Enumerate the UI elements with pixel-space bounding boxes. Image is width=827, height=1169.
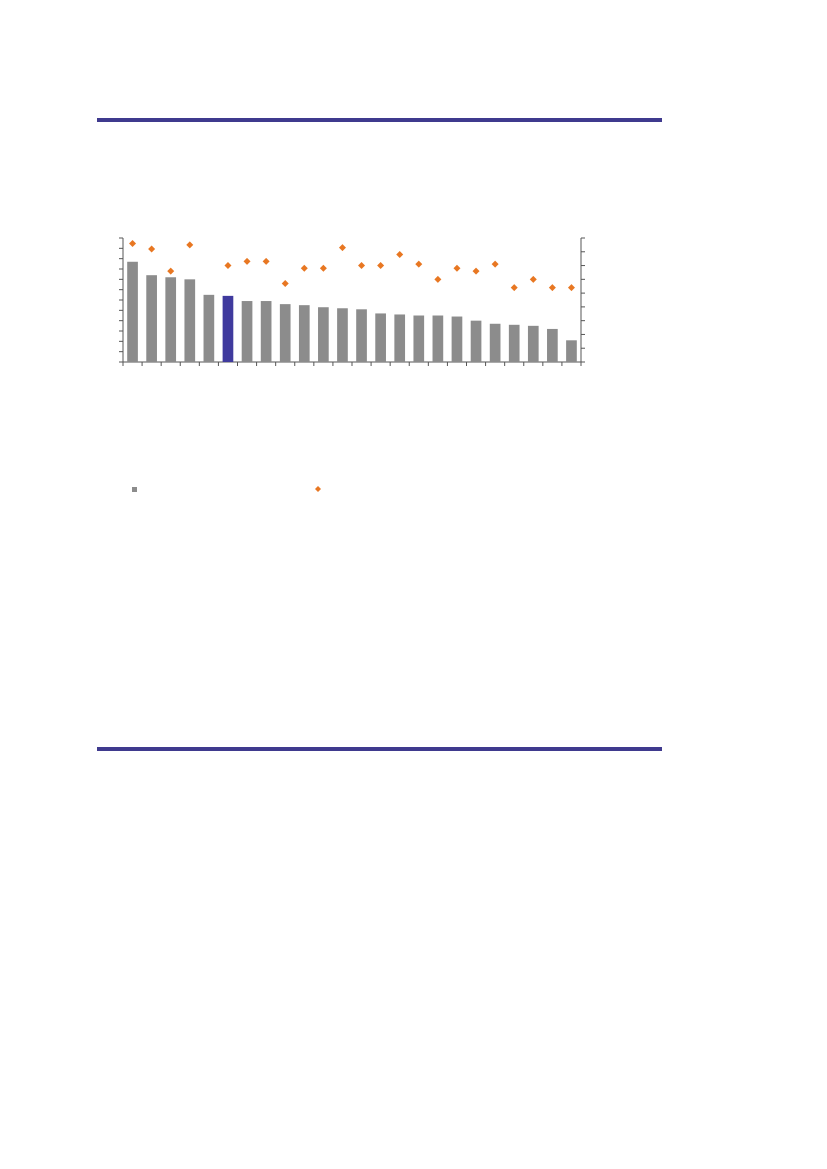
bar: [222, 295, 234, 362]
bar: [566, 340, 577, 362]
bar: [375, 313, 386, 362]
bar: [527, 325, 539, 362]
bar: [279, 304, 291, 362]
bar: [489, 323, 501, 362]
bar: [146, 275, 157, 362]
bar: [318, 307, 329, 362]
diamond-marker: [262, 257, 270, 265]
bar: [203, 294, 215, 362]
diamond-marker: [129, 240, 137, 248]
bar: [508, 324, 520, 362]
bar: [260, 301, 272, 362]
bar: [356, 309, 367, 362]
legend-swatch: [132, 487, 137, 492]
bar: [184, 279, 196, 362]
diamond-marker: [434, 275, 442, 283]
diamond-marker: [224, 262, 232, 270]
diamond-marker: [548, 284, 556, 292]
bar: [413, 315, 425, 362]
diamond-marker: [186, 241, 194, 249]
bar: [394, 314, 406, 362]
diamond-marker: [338, 244, 346, 252]
diamond-marker: [472, 267, 480, 275]
diamond-marker: [167, 267, 175, 275]
bar: [241, 301, 253, 362]
diamond-marker: [243, 257, 251, 265]
bar: [547, 328, 558, 362]
diamond-marker: [358, 262, 366, 270]
diamond-marker: [510, 284, 518, 292]
bar: [337, 308, 348, 362]
diamond-marker: [148, 245, 156, 253]
diamond-marker: [281, 279, 289, 287]
diamond-marker: [300, 264, 308, 272]
bar: [165, 277, 177, 362]
top-rule: [97, 118, 662, 122]
bar: [298, 305, 310, 362]
bar: [451, 316, 463, 362]
diamond-marker: [567, 284, 575, 292]
bar: [432, 315, 444, 362]
bar: [127, 261, 138, 362]
bottom-rule: [97, 747, 662, 751]
diamond-marker: [491, 260, 499, 268]
diamond-marker: [377, 262, 385, 270]
diamond-marker: [319, 264, 327, 272]
diamond-marker: [415, 260, 423, 268]
diamond-marker: [453, 264, 461, 272]
bar: [470, 320, 482, 362]
diamond-marker: [529, 275, 537, 283]
diamond-marker: [396, 251, 404, 259]
legend-swatch: [315, 486, 321, 492]
